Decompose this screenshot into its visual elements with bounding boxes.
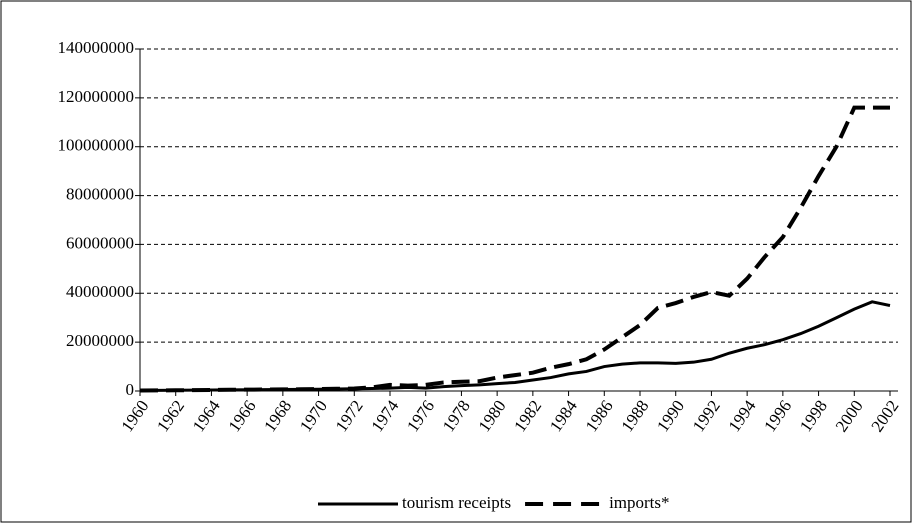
- y-tick-label: 0: [126, 380, 135, 399]
- data-line: [139, 300, 891, 393]
- y-tick-label: 100000000: [58, 136, 135, 155]
- y-tick-label: 120000000: [58, 87, 135, 106]
- y-tick-label: 140000000: [58, 38, 135, 57]
- data-line: [139, 105, 890, 393]
- y-tick-label: 40000000: [66, 282, 134, 301]
- legend-label: tourism receipts: [402, 493, 511, 512]
- y-tick-label: 60000000: [66, 233, 134, 252]
- legend-label: imports*: [609, 493, 669, 512]
- y-tick-label: 20000000: [66, 331, 134, 350]
- y-tick-label: 80000000: [66, 184, 134, 203]
